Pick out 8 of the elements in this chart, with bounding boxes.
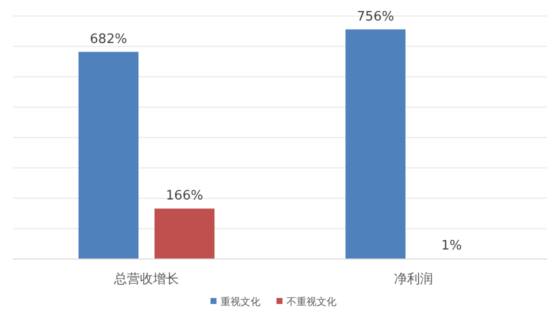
- legend-label: 重视文化: [220, 296, 260, 308]
- data-label: 1%: [441, 238, 462, 254]
- data-label: 682%: [90, 32, 128, 47]
- x-tick-label: 净利润: [394, 272, 433, 287]
- data-label: 166%: [166, 188, 204, 204]
- x-tick-label: 总营收增长: [113, 272, 179, 287]
- data-label: 756%: [356, 9, 394, 24]
- legend-label: 不重视文化: [286, 296, 336, 308]
